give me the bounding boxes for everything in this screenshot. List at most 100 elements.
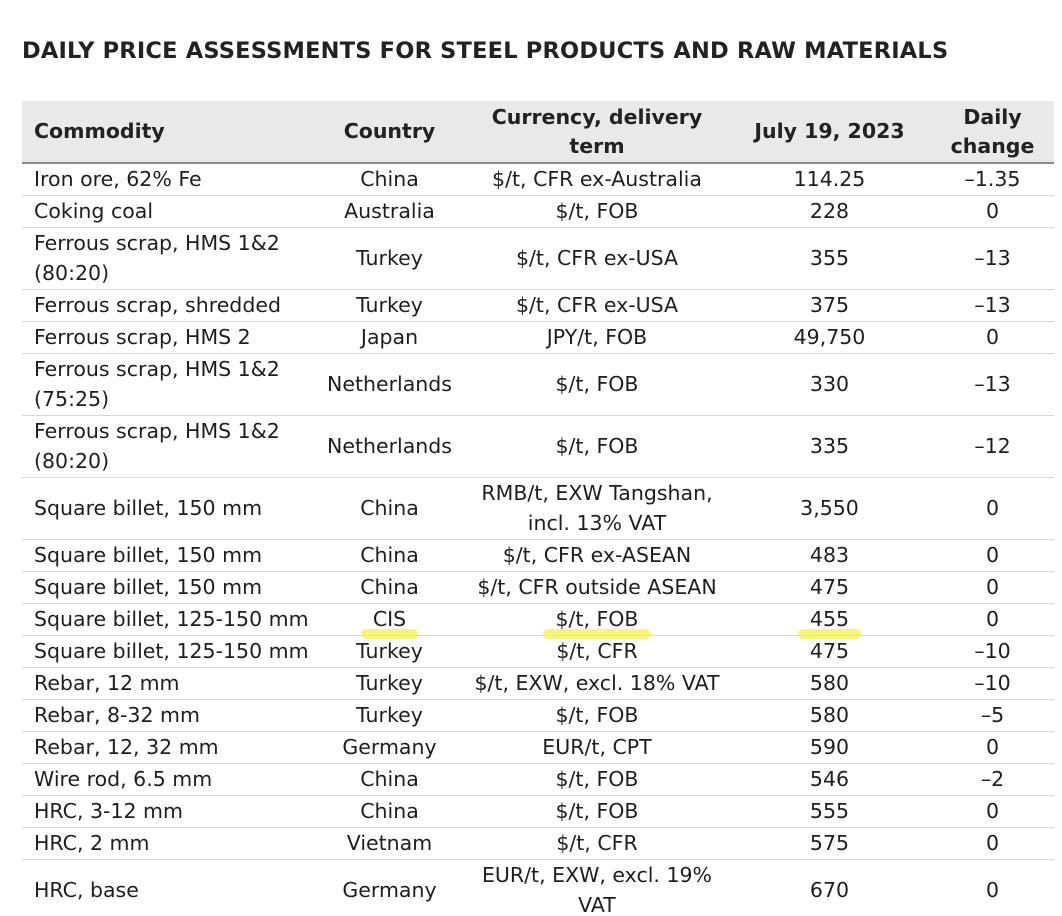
price-cell: 575 xyxy=(728,827,931,860)
price-cell: 483 xyxy=(728,539,931,572)
table-row: Wire rod, 6.5 mm China $/t, FOB 546 –2 xyxy=(22,763,1054,796)
price-cell: 670 xyxy=(728,859,931,916)
table-header-row: Commodity Country Currency, delivery ter… xyxy=(22,101,1054,164)
currency-delivery-cell: JPY/t, FOB xyxy=(466,321,728,354)
price-cell: 475 xyxy=(728,635,931,668)
price-cell: 228 xyxy=(728,195,931,228)
commodity-cell: Ferrous scrap, HMS 1&2 (80:20) xyxy=(22,227,313,290)
currency-delivery-cell: $/t, CFR ex-Australia xyxy=(466,163,728,196)
commodity-cell: Square billet, 150 mm xyxy=(22,477,313,540)
daily-change-cell: 0 xyxy=(931,603,1054,636)
country-cell: Turkey xyxy=(313,227,466,290)
country-cell: Turkey xyxy=(313,635,466,668)
commodity-cell: Rebar, 8-32 mm xyxy=(22,699,313,732)
column-header-currency: Currency, delivery term xyxy=(466,101,728,164)
table-row: Ferrous scrap, HMS 1&2 (80:20) Turkey $/t,… xyxy=(22,227,1054,290)
daily-change-cell: –13 xyxy=(931,353,1054,416)
highlighted-text: $/t, FOB xyxy=(555,607,639,631)
table-row: Square billet, 150 mm China RMB/t, EXW Tan… xyxy=(22,477,1054,540)
commodity-cell: Ferrous scrap, HMS 1&2 (75:25) xyxy=(22,353,313,416)
daily-change-cell: –5 xyxy=(931,699,1054,732)
table-row: Square billet, 125-150 mm CIS $/t, FOB 455 0 xyxy=(22,603,1054,639)
page-title: DAILY PRICE ASSESSMENTS FOR STEEL PRODUC… xyxy=(22,38,949,64)
commodity-cell: Coking coal xyxy=(22,195,313,228)
commodity-cell: HRC, 2 mm xyxy=(22,827,313,860)
currency-delivery-cell: $/t, FOB xyxy=(466,195,728,228)
price-cell: 590 xyxy=(728,731,931,764)
price-cell: 475 xyxy=(728,571,931,604)
currency-delivery-cell: $/t, CFR ex-USA xyxy=(466,227,728,290)
table-row: Square billet, 125-150 mm Turkey $/t, CFR 4… xyxy=(22,635,1054,668)
daily-change-cell: 0 xyxy=(931,571,1054,604)
daily-change-cell: –13 xyxy=(931,289,1054,322)
country-cell: Turkey xyxy=(313,667,466,700)
column-header-commodity: Commodity xyxy=(22,101,313,164)
country-cell: Vietnam xyxy=(313,827,466,860)
table-row: Rebar, 8-32 mm Turkey $/t, FOB 580 –5 xyxy=(22,699,1054,732)
commodity-cell: HRC, 3-12 mm xyxy=(22,795,313,828)
daily-change-cell: 0 xyxy=(931,731,1054,764)
country-cell: China xyxy=(313,763,466,796)
currency-delivery-cell: EUR/t, CPT xyxy=(466,731,728,764)
daily-change-cell: –10 xyxy=(931,635,1054,668)
country-cell: China xyxy=(313,571,466,604)
highlighted-text: CIS xyxy=(372,607,407,631)
table-row: Ferrous scrap, HMS 1&2 (80:20) Netherland… xyxy=(22,415,1054,478)
highlighted-value: $/t, FOB xyxy=(543,604,651,639)
column-header-change-label: Daily change xyxy=(950,104,1035,158)
table-body: Iron ore, 62% Fe China $/t, CFR ex-Austral… xyxy=(22,163,1054,916)
country-cell: CIS xyxy=(313,603,466,639)
currency-delivery-cell: $/t, CFR ex-USA xyxy=(466,289,728,322)
highlighted-value: CIS xyxy=(360,604,419,639)
table-row: Rebar, 12, 32 mm Germany EUR/t, CPT 590 0 xyxy=(22,731,1054,764)
highlighted-value: 455 xyxy=(797,604,862,639)
daily-change-cell: –12 xyxy=(931,415,1054,478)
currency-delivery-cell: $/t, FOB xyxy=(466,795,728,828)
price-cell: 580 xyxy=(728,667,931,700)
country-cell: Australia xyxy=(313,195,466,228)
column-header-change: Daily change xyxy=(931,101,1054,164)
commodity-cell: Ferrous scrap, HMS 1&2 (80:20) xyxy=(22,415,313,478)
table-row: Rebar, 12 mm Turkey $/t, EXW, excl. 18% VA… xyxy=(22,667,1054,700)
currency-delivery-cell: $/t, FOB xyxy=(466,415,728,478)
highlighted-text: 455 xyxy=(809,607,850,631)
commodity-cell: Rebar, 12, 32 mm xyxy=(22,731,313,764)
country-cell: Netherlands xyxy=(313,415,466,478)
price-cell: 455 xyxy=(728,603,931,639)
daily-change-cell: 0 xyxy=(931,321,1054,354)
daily-change-cell: –10 xyxy=(931,667,1054,700)
country-cell: China xyxy=(313,163,466,196)
country-cell: Japan xyxy=(313,321,466,354)
commodity-cell: Square billet, 150 mm xyxy=(22,539,313,572)
column-header-country: Country xyxy=(313,101,466,164)
country-cell: Turkey xyxy=(313,699,466,732)
currency-delivery-cell: $/t, CFR ex-ASEAN xyxy=(466,539,728,572)
daily-change-cell: –13 xyxy=(931,227,1054,290)
price-cell: 555 xyxy=(728,795,931,828)
table-row: Square billet, 150 mm China $/t, CFR ex-AS… xyxy=(22,539,1054,572)
table-row: Coking coal Australia $/t, FOB 228 0 xyxy=(22,195,1054,228)
country-cell: Germany xyxy=(313,731,466,764)
currency-delivery-cell: EUR/t, EXW, excl. 19% VAT xyxy=(466,859,728,916)
currency-delivery-cell: $/t, CFR outside ASEAN xyxy=(466,571,728,604)
commodity-cell: Ferrous scrap, HMS 2 xyxy=(22,321,313,354)
table-row: HRC, base Germany EUR/t, EXW, excl. 19% VA… xyxy=(22,859,1054,916)
daily-change-cell: 0 xyxy=(931,539,1054,572)
table-row: Ferrous scrap, HMS 2 Japan JPY/t, FOB 49,75… xyxy=(22,321,1054,354)
price-cell: 49,750 xyxy=(728,321,931,354)
currency-delivery-cell: $/t, FOB xyxy=(466,699,728,732)
table-row: Ferrous scrap, HMS 1&2 (75:25) Netherland… xyxy=(22,353,1054,416)
country-cell: Turkey xyxy=(313,289,466,322)
price-cell: 580 xyxy=(728,699,931,732)
table-row: Ferrous scrap, shredded Turkey $/t, CFR ex… xyxy=(22,289,1054,322)
country-cell: Netherlands xyxy=(313,353,466,416)
commodity-cell: Ferrous scrap, shredded xyxy=(22,289,313,322)
currency-delivery-cell: $/t, CFR xyxy=(466,827,728,860)
country-cell: China xyxy=(313,477,466,540)
currency-delivery-cell: $/t, FOB xyxy=(466,353,728,416)
currency-delivery-cell: $/t, CFR xyxy=(466,635,728,668)
currency-delivery-cell: RMB/t, EXW Tangshan, incl. 13% VAT xyxy=(466,477,728,540)
daily-change-cell: 0 xyxy=(931,827,1054,860)
commodity-cell: Square billet, 150 mm xyxy=(22,571,313,604)
currency-delivery-cell: $/t, EXW, excl. 18% VAT xyxy=(466,667,728,700)
